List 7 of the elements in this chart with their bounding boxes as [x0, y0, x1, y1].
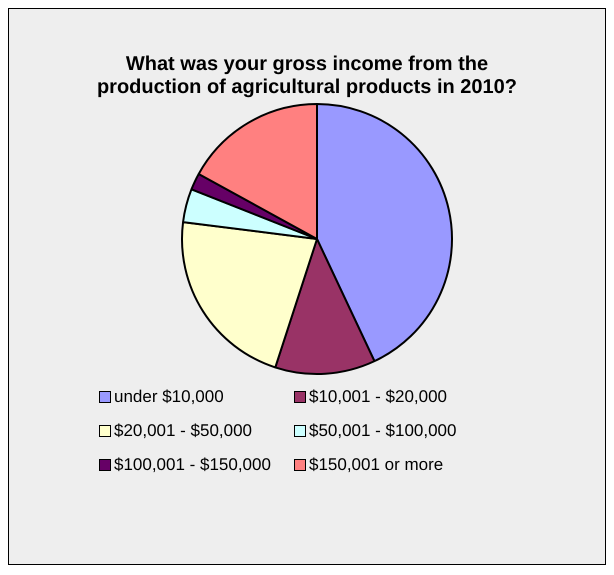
- chart-title: What was your gross income from the production of agricultural products in 2010?: [96, 52, 518, 99]
- legend-label: $20,001 - $50,000: [114, 421, 252, 441]
- legend-label: $150,001 or more: [309, 455, 444, 475]
- legend-label: $10,001 - $20,000: [309, 387, 448, 407]
- legend-label: under $10,000: [114, 387, 224, 407]
- legend-label: $50,001 - $100,000: [309, 421, 456, 441]
- legend-label: $100,001 - $150,000: [114, 455, 271, 475]
